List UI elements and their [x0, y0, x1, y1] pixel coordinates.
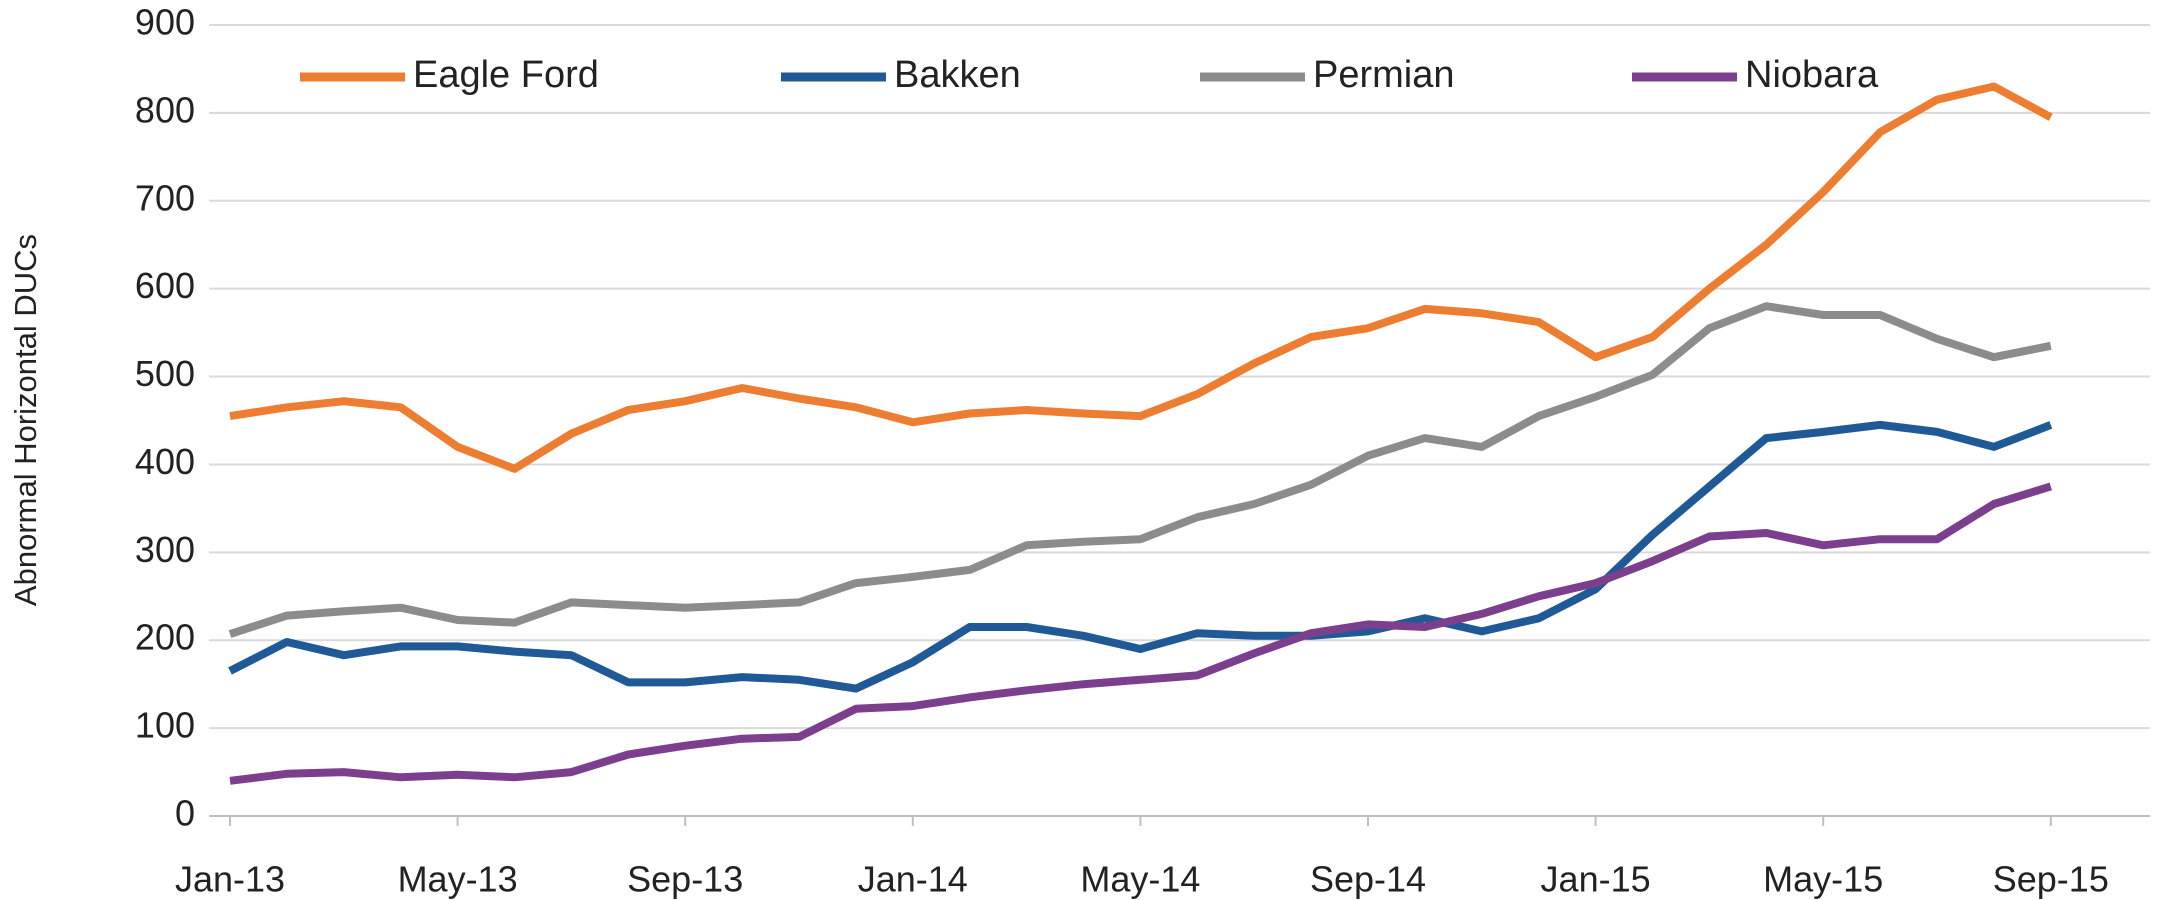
x-tick-label: Jan-15	[1541, 859, 1651, 900]
series-line	[229, 82, 2053, 473]
legend-label: Eagle Ford	[413, 54, 599, 96]
series-line	[229, 482, 2052, 785]
legend-label: Niobara	[1745, 54, 1879, 96]
x-tick-label: Sep-14	[1310, 859, 1426, 900]
x-tick-label: Jan-14	[858, 859, 968, 900]
series-line	[228, 302, 2052, 638]
y-tick-label: 700	[135, 177, 195, 218]
legend-label: Permian	[1313, 54, 1455, 96]
x-tick-label: May-15	[1763, 859, 1883, 900]
y-tick-label: 800	[135, 89, 195, 130]
x-tick-label: Jan-13	[175, 859, 285, 900]
x-tick-label: Sep-13	[627, 859, 743, 900]
y-tick-label: 300	[135, 529, 195, 570]
legend-label: Bakken	[894, 54, 1021, 96]
y-tick-label: 100	[135, 705, 195, 746]
x-tick-label: May-14	[1080, 859, 1200, 900]
y-tick-label: 200	[135, 617, 195, 658]
x-tick-label: May-13	[398, 859, 518, 900]
series-line	[228, 420, 2053, 693]
x-tick-label: Sep-15	[1993, 859, 2109, 900]
y-axis-label: Abnormal Horizontal DUCs	[8, 234, 43, 606]
y-tick-label: 400	[135, 441, 195, 482]
y-tick-label: 900	[135, 2, 195, 43]
y-tick-label: 600	[135, 265, 195, 306]
y-tick-label: 500	[135, 353, 195, 394]
y-tick-label: 0	[175, 793, 195, 834]
